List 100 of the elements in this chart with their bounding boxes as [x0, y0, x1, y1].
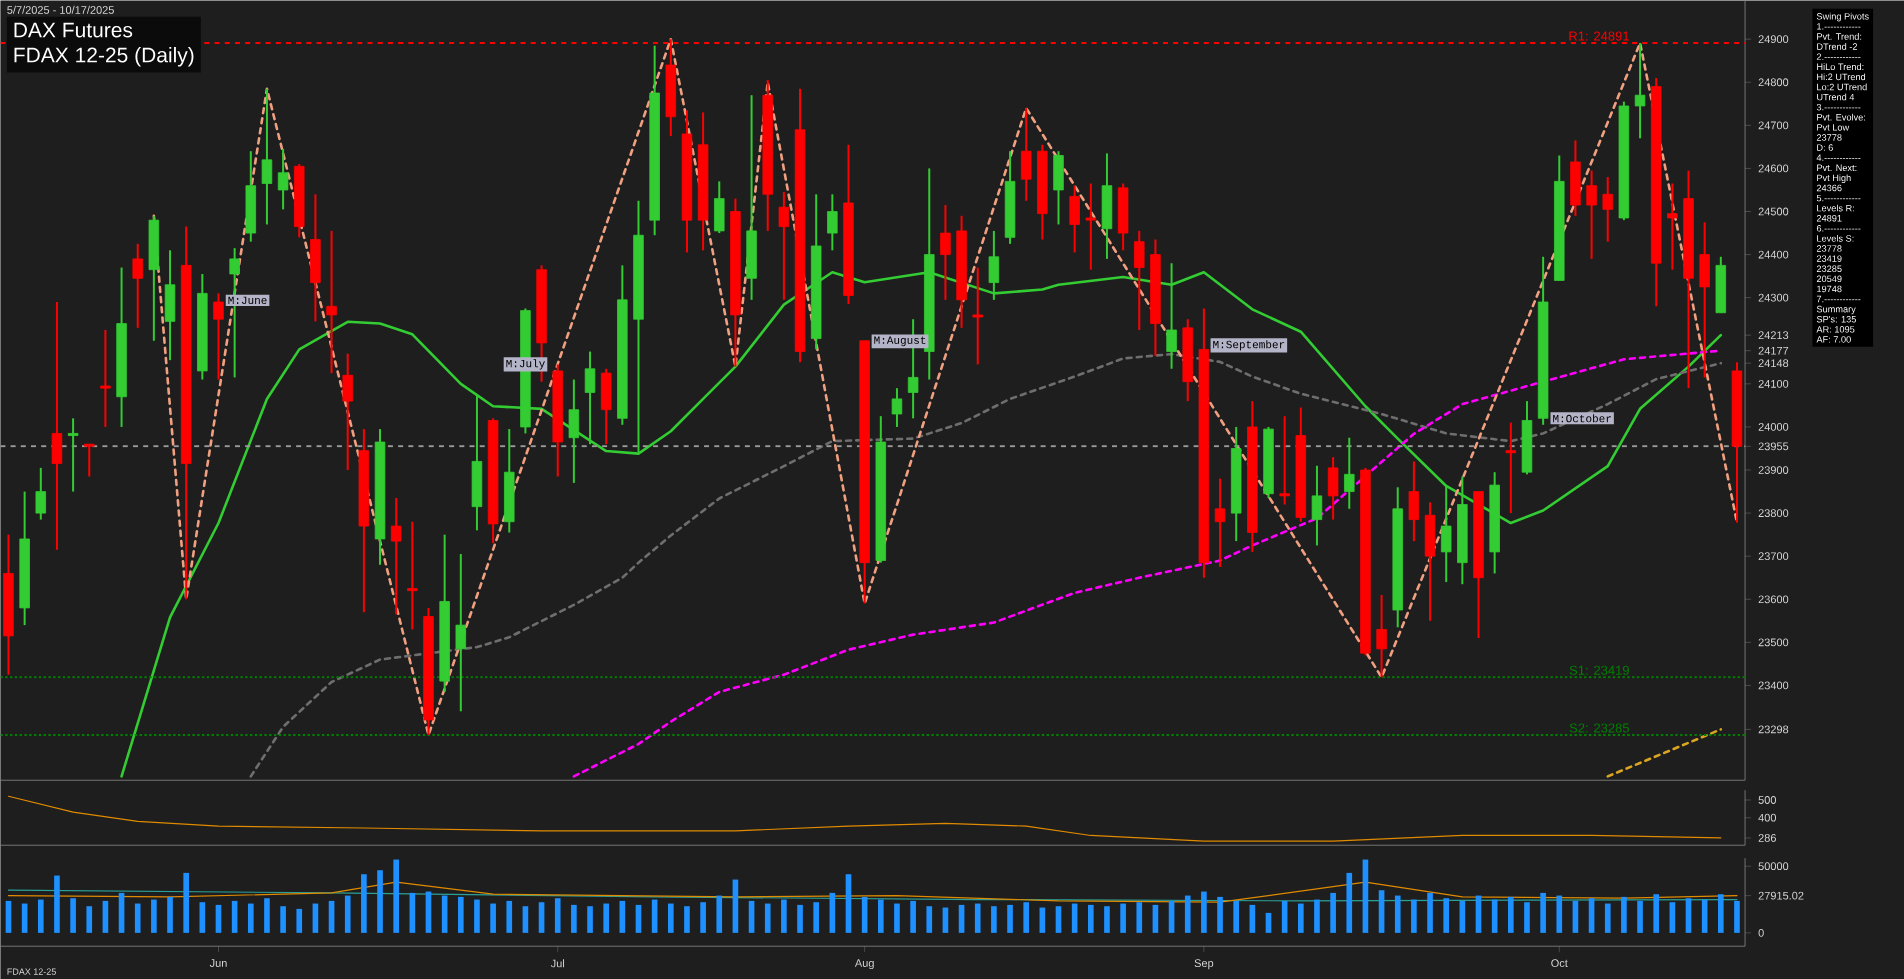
y-tick-label: 24400	[1758, 250, 1789, 259]
text: 20549	[1816, 275, 1842, 283]
annotation: M:August	[874, 336, 926, 347]
bar	[797, 904, 803, 933]
candlestick	[1311, 464, 1323, 547]
bar	[296, 908, 303, 933]
bar	[1007, 904, 1013, 933]
text: 24891	[1816, 214, 1842, 222]
bar	[1443, 898, 1450, 933]
x-tick-label: Aug	[854, 959, 874, 970]
bar	[490, 903, 496, 933]
candlestick	[1376, 593, 1387, 679]
y-tick-label: 23298	[1758, 725, 1789, 734]
text: FDAX 12-25	[7, 968, 56, 975]
candlestick	[1634, 41, 1646, 140]
x-tick-label: Oct	[1551, 959, 1568, 967]
candlestick	[827, 193, 838, 252]
y-tick-label: 23500	[1758, 638, 1789, 647]
candlestick	[972, 266, 983, 366]
ref-line-label: S1: 23419	[1569, 665, 1629, 675]
text: DTrend -2	[1817, 43, 1858, 50]
text: AR: 1095	[1816, 325, 1855, 333]
text: 6.------------	[1816, 225, 1861, 232]
bar	[1734, 900, 1740, 933]
bar	[247, 903, 254, 933]
text: 23419	[1816, 255, 1842, 262]
candlestick	[35, 466, 47, 521]
y-tick-label: 286	[1758, 833, 1776, 842]
y-tick-label: 400	[1758, 813, 1777, 822]
y-tick-label: 24300	[1758, 293, 1789, 302]
y-tick-label: 23800	[1758, 509, 1789, 517]
bar	[1556, 895, 1563, 933]
candlestick	[326, 229, 337, 374]
text: Swing Pivots	[1816, 12, 1869, 22]
y-tick-label: 27915.02	[1758, 891, 1804, 900]
annotation: M:October	[1553, 414, 1611, 423]
candlestick	[390, 496, 402, 616]
candlestick	[778, 191, 790, 301]
bar	[1136, 902, 1143, 933]
text: Pvt. Trend:	[1817, 32, 1862, 40]
bar	[1621, 896, 1627, 933]
annotation: M:July	[506, 359, 545, 370]
bar	[1297, 903, 1304, 933]
bar	[344, 895, 351, 933]
candlestick	[891, 387, 903, 428]
bar	[86, 906, 93, 933]
text: 23778	[1816, 245, 1842, 252]
bar	[37, 899, 44, 933]
ref-line-label: R1: 24891	[1569, 31, 1629, 41]
bar	[1330, 892, 1336, 933]
candlestick	[1505, 421, 1517, 515]
x-tick-label: Sep	[1194, 959, 1214, 970]
candlestick	[407, 520, 418, 631]
bar	[1087, 904, 1094, 933]
annotation: M:June	[228, 296, 267, 304]
text: UTrend 4	[1817, 93, 1855, 101]
text: 19748	[1817, 285, 1842, 293]
bar	[1653, 894, 1660, 933]
text: AF: 7.00	[1816, 336, 1851, 343]
bar	[54, 875, 60, 933]
text: 5.------------	[1816, 194, 1861, 202]
text: Summary	[1816, 305, 1856, 315]
bar	[571, 904, 577, 933]
text: 24366	[1816, 184, 1842, 192]
text: D: 6	[1817, 144, 1833, 151]
candlestick	[584, 350, 596, 446]
bar	[183, 872, 190, 933]
bar	[264, 898, 270, 933]
bar	[1233, 900, 1240, 933]
bar	[1217, 896, 1223, 933]
bar	[716, 895, 723, 933]
x-tick-label: Jul	[550, 959, 565, 968]
bar	[894, 903, 900, 933]
bar	[1717, 894, 1724, 933]
candlestick	[277, 147, 289, 211]
text: Levels S:	[1817, 234, 1854, 242]
y-tick-label: 0	[1758, 928, 1764, 937]
y-tick-label: 23900	[1758, 466, 1789, 474]
y-tick-label: 24177	[1758, 346, 1789, 355]
candlestick	[1214, 477, 1226, 568]
bar	[1184, 895, 1191, 933]
text: Lo:2 UTrend	[1817, 83, 1867, 91]
y-tick-label: 24700	[1758, 121, 1789, 130]
text: SP's: 135	[1816, 315, 1856, 323]
text: 1.------------	[1817, 23, 1861, 30]
bar	[700, 902, 706, 933]
annotation: 5/7/2025 - 10/17/2025	[7, 5, 114, 14]
bar	[1314, 899, 1320, 933]
bar	[781, 899, 787, 933]
y-tick-label: 24500	[1758, 207, 1789, 216]
bar	[167, 896, 173, 933]
text: Pvt. Next:	[1817, 164, 1857, 171]
text: Hi:2 UTrend	[1817, 73, 1866, 81]
candlestick	[132, 242, 143, 329]
bar	[506, 900, 513, 933]
line-series	[249, 352, 1723, 778]
candlestick	[84, 443, 95, 478]
x-tick-label: Jun	[209, 959, 227, 967]
y-tick-label: 23400	[1758, 681, 1789, 690]
text: Pvt Low	[1817, 124, 1850, 131]
